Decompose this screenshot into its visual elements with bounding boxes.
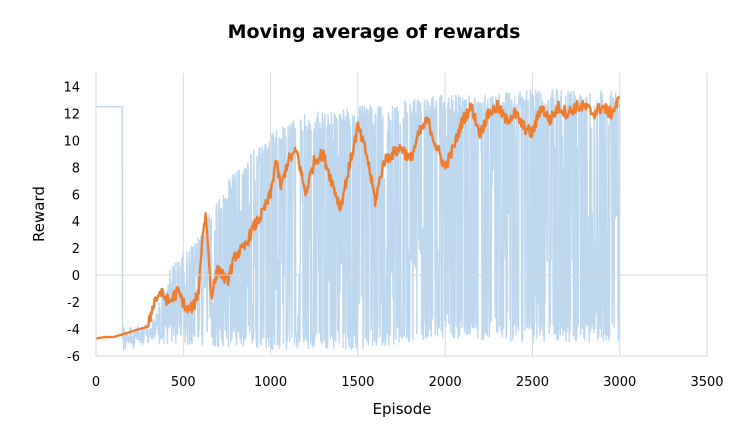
y-axis-label: Reward: [30, 186, 48, 242]
x-tick-label-3: 1500: [341, 375, 374, 390]
x-tick-label-1: 500: [171, 375, 196, 390]
y-tick-label-9: 12: [63, 107, 80, 122]
x-ticks: 0 500 1000 1500 2000 2500 3000 3500: [92, 375, 724, 390]
y-tick-label-5: 4: [72, 215, 80, 230]
moving-average-line: [95, 95, 621, 340]
x-axis-label: Episode: [373, 400, 432, 418]
y-tick-label-10: 14: [63, 80, 80, 95]
raw-reward-line: [96, 88, 621, 352]
y-tick-label-7: 8: [72, 161, 80, 176]
y-tick-label-4: 2: [72, 242, 80, 257]
y-tick-label-2: -2: [67, 296, 80, 311]
x-tick-label-0: 0: [92, 375, 100, 390]
moving-average-series: [95, 95, 621, 340]
y-tick-label-6: 6: [72, 188, 80, 203]
y-tick-label-8: 10: [63, 134, 80, 149]
x-tick-label-5: 2500: [516, 375, 549, 390]
y-tick-label-1: -4: [67, 323, 80, 338]
x-tick-label-7: 3500: [690, 375, 723, 390]
x-tick-label-2: 1000: [254, 375, 287, 390]
y-ticks: -6 -4 -2 0 2 4 6 8 10 12 14: [63, 80, 80, 365]
y-tick-label-0: -6: [67, 350, 80, 365]
raw-series: [96, 88, 621, 352]
x-tick-label-6: 3000: [603, 375, 636, 390]
y-tick-label-3: 0: [72, 269, 80, 284]
chart-title: Moving average of rewards: [228, 21, 521, 43]
x-tick-label-4: 2000: [429, 375, 462, 390]
axes: [95, 73, 707, 357]
